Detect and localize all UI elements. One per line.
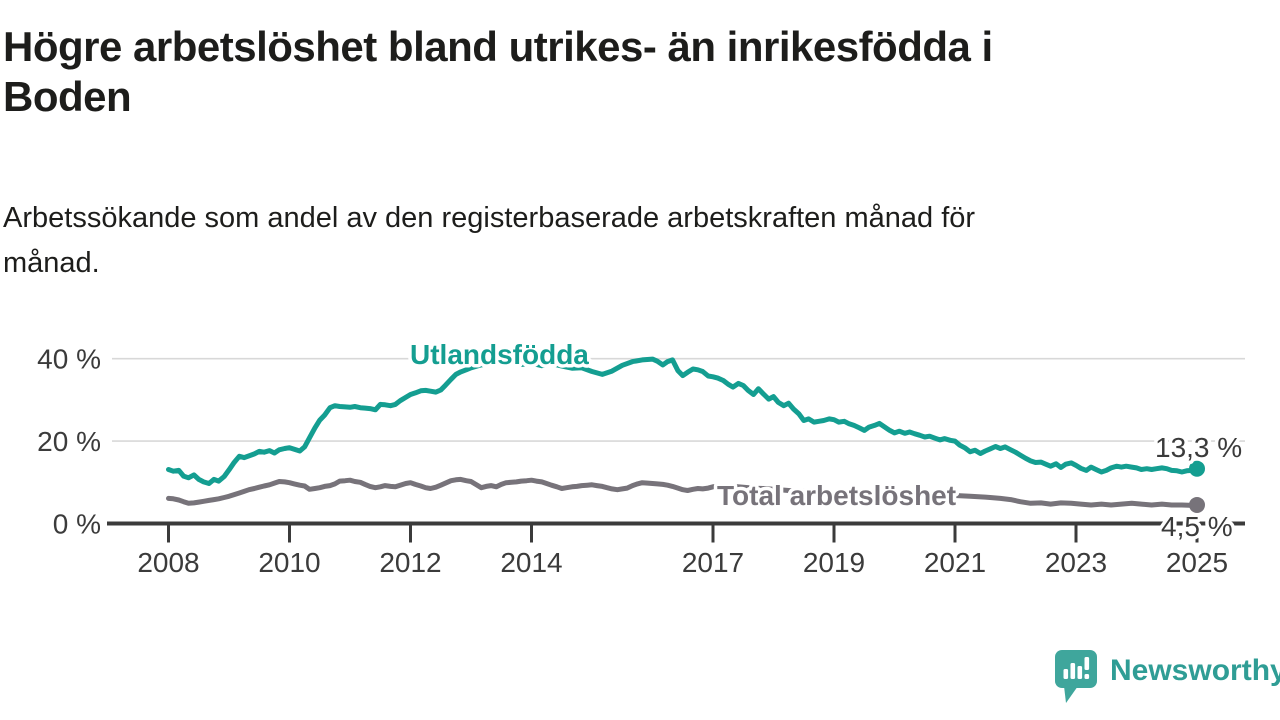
- series-label-total: Total arbetslöshet: [717, 480, 956, 511]
- page-title-line-1: Högre arbetslöshet bland utrikes- än inr…: [3, 23, 993, 70]
- x-tick-label-2017: 2017: [682, 547, 744, 578]
- series-label-utlandsfodda: Utlandsfödda: [410, 339, 589, 370]
- page-subtitle: Arbetssökande som andel av den registerb…: [3, 196, 1223, 286]
- newsworthy-wordmark: Newsworthy: [1110, 654, 1280, 687]
- x-tick-label-2010: 2010: [258, 547, 320, 578]
- series-line-total: [166, 476, 1200, 508]
- page-subtitle-line-1: Arbetssökande som andel av den registerb…: [3, 202, 976, 234]
- x-tick-label-2023: 2023: [1045, 547, 1107, 578]
- x-tick-label-2008: 2008: [137, 547, 199, 578]
- speech-bubble-bar-chart-icon: [1055, 650, 1097, 703]
- series-line-utlandsfodda: [166, 356, 1200, 486]
- x-tick-label-2021: 2021: [924, 547, 986, 578]
- page-title: Högre arbetslöshet bland utrikes- än inr…: [3, 22, 1233, 122]
- series-end-value-utlandsfodda: 13,3 %: [1155, 432, 1242, 463]
- x-tick-label-2025: 2025: [1166, 547, 1228, 578]
- page-subtitle-line-2: månad.: [3, 247, 100, 279]
- page-title-line-2: Boden: [3, 73, 132, 120]
- newsworthy-logo: Newsworthy: [1054, 650, 1280, 706]
- y-tick-label-0: 0 %: [53, 509, 101, 540]
- x-tick-label-2012: 2012: [379, 547, 441, 578]
- series-end-dot-utlandsfodda: [1189, 460, 1205, 477]
- y-tick-label-40: 40 %: [37, 344, 101, 375]
- series-end-value-total: 4,5 %: [1161, 511, 1233, 542]
- x-tick-label-2014: 2014: [500, 547, 562, 578]
- y-tick-label-20: 20 %: [37, 426, 101, 457]
- series-end-dot-total: [1189, 496, 1205, 513]
- x-tick-label-2019: 2019: [803, 547, 865, 578]
